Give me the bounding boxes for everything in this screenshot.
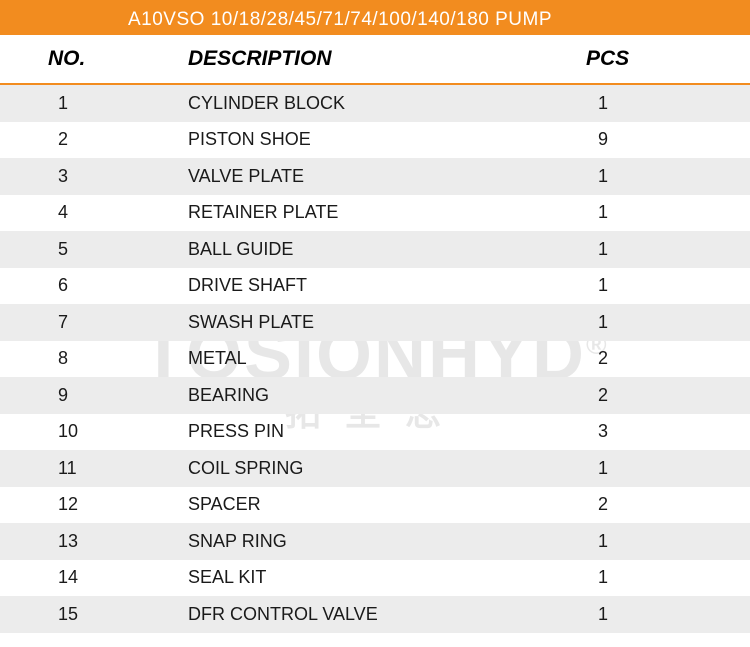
header-no: NO. (0, 47, 180, 71)
title-bar: A10VSO 10/18/28/45/71/74/100/140/180 PUM… (0, 0, 750, 35)
cell-desc: SEAL KIT (180, 567, 550, 588)
cell-no: 12 (0, 494, 180, 515)
cell-no: 4 (0, 202, 180, 223)
cell-pcs: 2 (550, 494, 750, 515)
cell-pcs: 1 (550, 275, 750, 296)
cell-desc: BEARING (180, 385, 550, 406)
table-row: 5BALL GUIDE1 (0, 231, 750, 268)
table-row: 4RETAINER PLATE1 (0, 195, 750, 232)
cell-pcs: 1 (550, 202, 750, 223)
cell-no: 3 (0, 166, 180, 187)
cell-pcs: 1 (550, 531, 750, 552)
table-row: 1CYLINDER BLOCK1 (0, 85, 750, 122)
cell-desc: VALVE PLATE (180, 166, 550, 187)
header-desc: DESCRIPTION (180, 47, 550, 71)
cell-no: 6 (0, 275, 180, 296)
cell-no: 8 (0, 348, 180, 369)
page-title: A10VSO 10/18/28/45/71/74/100/140/180 PUM… (128, 9, 552, 30)
cell-desc: METAL (180, 348, 550, 369)
cell-pcs: 1 (550, 239, 750, 260)
table-body: 1CYLINDER BLOCK12PISTON SHOE93VALVE PLAT… (0, 85, 750, 633)
table-row: 15DFR CONTROL VALVE1 (0, 596, 750, 633)
cell-pcs: 1 (550, 312, 750, 333)
cell-desc: COIL SPRING (180, 458, 550, 479)
cell-desc: SWASH PLATE (180, 312, 550, 333)
cell-no: 1 (0, 93, 180, 114)
table-row: 13SNAP RING1 (0, 523, 750, 560)
table-row: 9BEARING2 (0, 377, 750, 414)
cell-no: 13 (0, 531, 180, 552)
table-row: 10PRESS PIN3 (0, 414, 750, 451)
cell-pcs: 1 (550, 93, 750, 114)
cell-desc: RETAINER PLATE (180, 202, 550, 223)
cell-desc: DRIVE SHAFT (180, 275, 550, 296)
table-row: 12SPACER2 (0, 487, 750, 524)
cell-pcs: 2 (550, 348, 750, 369)
cell-pcs: 1 (550, 166, 750, 187)
cell-pcs: 1 (550, 604, 750, 625)
cell-no: 14 (0, 567, 180, 588)
table-header: NO. DESCRIPTION PCS (0, 35, 750, 85)
header-pcs: PCS (550, 47, 750, 71)
cell-desc: BALL GUIDE (180, 239, 550, 260)
cell-desc: CYLINDER BLOCK (180, 93, 550, 114)
table-row: 11COIL SPRING1 (0, 450, 750, 487)
table-row: 7SWASH PLATE1 (0, 304, 750, 341)
cell-pcs: 9 (550, 129, 750, 150)
cell-desc: SNAP RING (180, 531, 550, 552)
table-row: 2PISTON SHOE9 (0, 122, 750, 159)
cell-desc: PISTON SHOE (180, 129, 550, 150)
table-row: 6DRIVE SHAFT1 (0, 268, 750, 305)
cell-no: 15 (0, 604, 180, 625)
cell-no: 9 (0, 385, 180, 406)
table-row: 14SEAL KIT1 (0, 560, 750, 597)
cell-pcs: 1 (550, 458, 750, 479)
cell-desc: SPACER (180, 494, 550, 515)
cell-no: 2 (0, 129, 180, 150)
cell-no: 10 (0, 421, 180, 442)
cell-no: 7 (0, 312, 180, 333)
cell-desc: DFR CONTROL VALVE (180, 604, 550, 625)
cell-no: 5 (0, 239, 180, 260)
cell-no: 11 (0, 458, 180, 479)
cell-pcs: 3 (550, 421, 750, 442)
cell-pcs: 2 (550, 385, 750, 406)
cell-desc: PRESS PIN (180, 421, 550, 442)
table-row: 8METAL2 (0, 341, 750, 378)
cell-pcs: 1 (550, 567, 750, 588)
table-row: 3VALVE PLATE1 (0, 158, 750, 195)
